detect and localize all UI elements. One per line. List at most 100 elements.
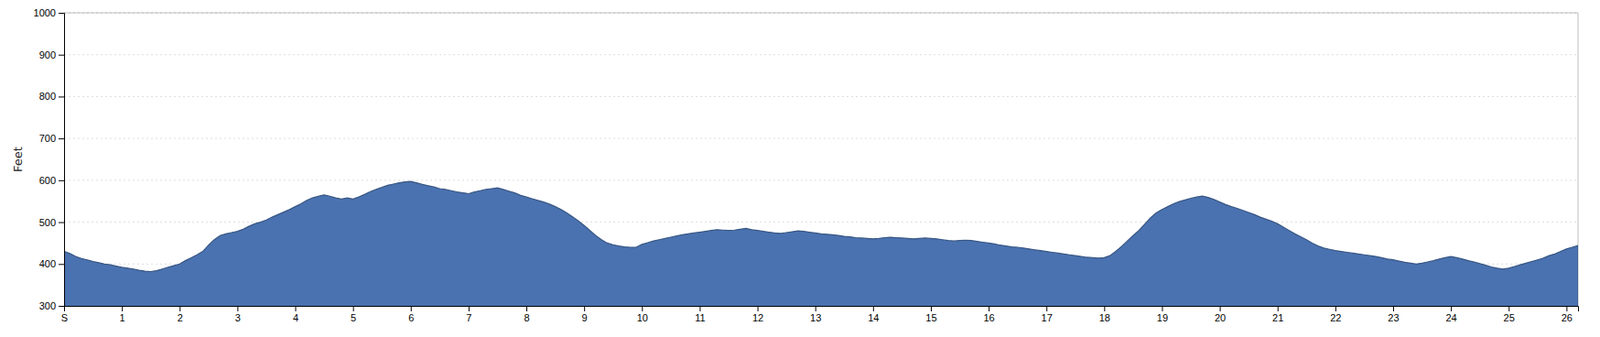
tick-mark — [58, 54, 65, 56]
tick: 1 — [119, 305, 126, 324]
tick: 6 — [408, 305, 414, 324]
tick-mark — [930, 305, 932, 312]
tick-mark — [1220, 305, 1222, 312]
tick-mark — [58, 305, 65, 307]
tick-mark — [237, 305, 238, 312]
tick-label: 14 — [867, 312, 879, 324]
tick-label: 600 — [39, 174, 56, 186]
tick: 7 — [465, 305, 472, 324]
tick-mark — [1277, 305, 1279, 312]
tick-mark — [468, 305, 470, 312]
tick: 26 — [1561, 305, 1573, 324]
tick-mark — [58, 12, 65, 14]
tick-mark — [295, 305, 297, 312]
tick-mark — [699, 305, 701, 312]
tick-mark — [410, 305, 412, 312]
chart: S123456789101112131415161718192021222324… — [0, 0, 1600, 337]
grid-line — [64, 12, 1579, 14]
tick: 3 — [235, 305, 241, 324]
tick-label: 300 — [39, 300, 56, 312]
tick-label: 1 — [119, 312, 126, 324]
tick-label: S — [61, 312, 68, 324]
tick-label: 4 — [292, 312, 299, 324]
tick-mark — [641, 305, 643, 312]
tick-label: 21 — [1272, 312, 1284, 324]
tick-label: 500 — [39, 216, 56, 228]
tick-label: 17 — [1041, 312, 1053, 324]
tick-mark — [1450, 305, 1452, 312]
tick-label: 7 — [465, 312, 472, 324]
tick: 20 — [1214, 305, 1226, 324]
tick: 23 — [1387, 305, 1399, 324]
tick-label: 23 — [1387, 312, 1399, 324]
tick: 300 — [39, 300, 65, 312]
tick-label: 400 — [39, 258, 56, 270]
tick: 17 — [1041, 305, 1053, 324]
tick: 500 — [39, 216, 65, 228]
tick-mark — [58, 96, 65, 98]
tick-label: 800 — [39, 90, 56, 102]
tick-mark — [873, 305, 875, 312]
marks — [64, 181, 1579, 306]
tick-label: 18 — [1099, 312, 1111, 324]
tick: 15 — [925, 305, 937, 324]
tick-mark — [58, 180, 65, 182]
line — [64, 181, 1579, 271]
tick: 25 — [1503, 305, 1515, 324]
tick-label: 900 — [39, 49, 56, 61]
tick-mark — [121, 305, 123, 312]
tick-label: 13 — [810, 312, 822, 324]
tick: 10 — [637, 305, 649, 324]
tick: 900 — [39, 49, 65, 61]
tick-mark — [1046, 305, 1048, 312]
tick: 24 — [1445, 305, 1457, 324]
tick-label: 24 — [1445, 312, 1457, 324]
tick-mark — [58, 138, 65, 140]
tick-label: 8 — [523, 312, 530, 324]
frame — [64, 12, 1579, 14]
tick: 8 — [523, 305, 530, 324]
tick: 19 — [1156, 305, 1168, 324]
tick: 5 — [350, 305, 357, 324]
tick-mark — [1335, 305, 1337, 312]
tick-label: 3 — [235, 312, 241, 324]
tick-mark — [1103, 305, 1105, 312]
tick-label: 20 — [1214, 312, 1226, 324]
grid-line — [64, 96, 1579, 98]
tick-mark — [179, 305, 181, 312]
tick: 800 — [39, 90, 65, 102]
tick-mark — [1393, 305, 1395, 312]
axis-line — [64, 306, 1579, 313]
tick-mark — [815, 305, 817, 312]
x-axis: S123456789101112131415161718192021222324… — [61, 305, 1579, 324]
tick-label: 12 — [752, 312, 764, 324]
tick-label: 6 — [408, 312, 414, 324]
tick: 14 — [867, 305, 879, 324]
tick: 21 — [1272, 305, 1284, 324]
tick-mark — [1508, 305, 1510, 312]
tick: 700 — [39, 132, 65, 144]
tick-label: 1000 — [33, 7, 56, 19]
y-axis: 300 400 500 600 700 800 900 1000 — [33, 7, 65, 312]
tick: 9 — [582, 305, 588, 324]
tick-mark — [988, 305, 990, 312]
tick: 600 — [39, 174, 65, 186]
tick-mark — [1566, 305, 1568, 312]
tick-label: 11 — [694, 312, 705, 324]
tick-label: 16 — [983, 312, 995, 324]
tick-mark — [58, 263, 65, 265]
tick: 13 — [810, 305, 822, 324]
y-axis-title: Feet — [10, 146, 25, 173]
tick-mark — [757, 305, 759, 312]
tick: 18 — [1099, 305, 1111, 324]
tick-label: 15 — [925, 312, 937, 324]
grid-line — [64, 138, 1579, 140]
tick-mark — [58, 222, 65, 224]
plot: S123456789101112131415161718192021222324… — [33, 7, 1579, 324]
tick: 400 — [39, 258, 65, 270]
tick-mark — [353, 305, 355, 312]
tick: 4 — [292, 305, 299, 324]
tick: 12 — [752, 305, 764, 324]
tick-mark — [1161, 305, 1163, 312]
tick-mark — [583, 305, 585, 312]
